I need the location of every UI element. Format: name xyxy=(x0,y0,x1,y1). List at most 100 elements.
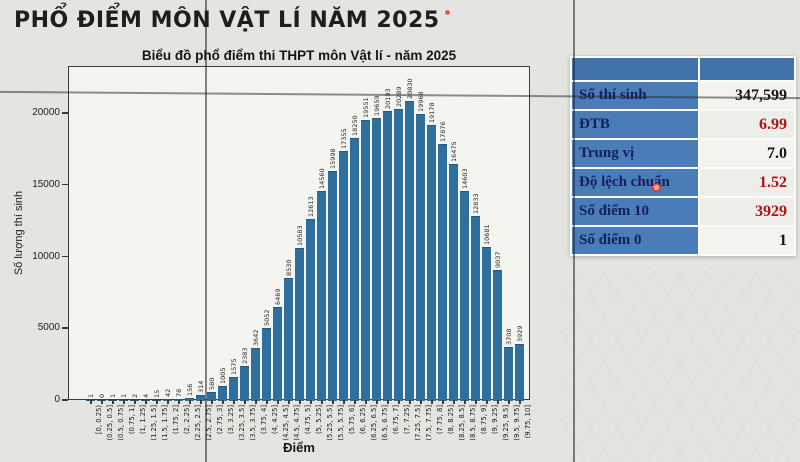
bar-value-label: 4 xyxy=(141,393,150,398)
chart-title: Biểu đồ phổ điểm thi THPT môn Vật lí - n… xyxy=(141,48,457,63)
screen-seam-vertical-right xyxy=(573,0,575,462)
stats-row-tens: Số điểm 10 3929 xyxy=(572,198,794,225)
bar-value-label: 18250 xyxy=(350,115,359,137)
bar xyxy=(350,138,359,401)
x-tick-mark xyxy=(233,400,235,404)
x-tick-mark xyxy=(464,400,466,404)
stats-table: Số thí sinh 347,599 ĐTB 6.99 Trung vị 7.… xyxy=(570,56,796,256)
stat-value: 347,599 xyxy=(700,82,794,109)
y-tick-mark xyxy=(62,255,68,258)
x-tick-mark xyxy=(167,400,169,404)
bar-value-label: 20193 xyxy=(383,87,392,109)
page-title: PHỔ ĐIỂM MÔN VẬT LÍ NĂM 2025 xyxy=(14,8,440,33)
bar xyxy=(196,395,205,401)
bar xyxy=(284,277,293,401)
bar-value-label: 1 xyxy=(108,393,117,398)
bar xyxy=(185,397,194,401)
x-tick-mark xyxy=(321,400,323,404)
stats-row-stddev: Độ lệch chuẩn 1.52 xyxy=(572,169,794,196)
bar xyxy=(460,190,469,401)
bar-value-label: 0 xyxy=(97,393,106,398)
x-axis-label: Điểm xyxy=(283,440,315,455)
x-tick-mark xyxy=(343,400,345,404)
bar-value-label: 15998 xyxy=(328,147,337,169)
y-axis-label: Số lượng thí sinh xyxy=(13,190,25,276)
screen-seam-vertical-left xyxy=(205,0,207,462)
x-tick-mark xyxy=(508,400,510,404)
bar xyxy=(372,118,381,401)
bar-value-label: 14603 xyxy=(460,167,469,189)
bar-value-label: 17876 xyxy=(438,121,447,142)
bar-value-label: 314 xyxy=(196,381,205,394)
bar xyxy=(515,343,524,401)
x-tick-mark xyxy=(453,400,455,404)
stat-value: 6.99 xyxy=(700,111,794,138)
x-tick-mark xyxy=(376,400,378,404)
bar-value-label: 10583 xyxy=(295,225,304,247)
bar-value-label: 3929 xyxy=(515,325,524,342)
bar xyxy=(240,365,249,401)
bar-value-label: 15 xyxy=(152,389,161,398)
bar xyxy=(471,216,480,401)
stat-label: Trung vị xyxy=(572,140,698,167)
y-tick-mark xyxy=(62,112,68,114)
y-tick-mark xyxy=(62,183,68,186)
x-tick-mark xyxy=(299,400,301,404)
x-tick-mark xyxy=(266,400,268,404)
bar-value-label: 3642 xyxy=(251,329,260,346)
bar xyxy=(416,113,425,401)
stats-row-median: Trung vị 7.0 xyxy=(572,140,794,167)
bar-value-label: 1 xyxy=(86,393,95,398)
bar xyxy=(339,151,348,401)
x-tick-mark xyxy=(497,400,499,404)
y-tick-label: 10000 xyxy=(32,250,60,262)
laser-pointer-dot xyxy=(445,10,450,15)
bar-value-label: 12613 xyxy=(306,196,315,218)
bar xyxy=(295,248,304,401)
bar-value-label: 20289 xyxy=(394,86,403,108)
stats-row-zeros: Số điểm 0 1 xyxy=(572,227,794,254)
x-tick-mark xyxy=(310,400,312,404)
stat-label: Số điểm 0 xyxy=(572,227,698,254)
bar-value-label: 19178 xyxy=(427,102,436,124)
x-tick-mark xyxy=(200,400,202,404)
bar xyxy=(449,163,458,401)
x-tick-mark xyxy=(277,400,279,404)
bar-value-label: 2383 xyxy=(240,347,249,364)
bar-value-label: 580 xyxy=(207,377,216,390)
bar-value-label: 6469 xyxy=(273,288,282,306)
x-tick-mark xyxy=(90,400,92,404)
bar-value-label: 42 xyxy=(163,389,172,398)
x-tick-mark xyxy=(123,400,125,404)
bar-value-label: 17355 xyxy=(339,128,348,150)
stat-label: ĐTB xyxy=(572,111,698,138)
bar xyxy=(251,347,260,401)
x-tick-mark xyxy=(365,400,367,404)
bar xyxy=(394,109,403,401)
x-tick-mark xyxy=(244,400,246,404)
x-tick-mark xyxy=(134,400,136,404)
stat-value: 7.0 xyxy=(700,140,794,167)
laser-pointer-dot xyxy=(652,183,661,192)
x-tick-mark xyxy=(354,400,356,404)
x-tick-mark xyxy=(409,400,411,404)
bar-value-label: 10681 xyxy=(482,224,491,245)
y-tick-label: 15000 xyxy=(32,178,60,190)
x-tick-mark xyxy=(420,400,422,404)
bar-value-label: 14560 xyxy=(317,168,326,190)
x-tick-mark xyxy=(519,400,521,404)
x-tick-mark xyxy=(101,400,103,404)
bar-value-label: 19659 xyxy=(372,95,381,117)
bar-value-label: 1005 xyxy=(218,367,227,384)
bar xyxy=(229,377,238,401)
bar xyxy=(361,119,370,401)
y-tick-label: 5000 xyxy=(37,322,60,334)
bar xyxy=(405,101,414,401)
x-tick-mark xyxy=(156,400,158,404)
bar xyxy=(262,327,271,401)
bar xyxy=(273,307,282,401)
stats-row-mean: ĐTB 6.99 xyxy=(572,111,794,138)
screen-watermark-pattern xyxy=(560,270,800,462)
bar xyxy=(317,191,326,401)
